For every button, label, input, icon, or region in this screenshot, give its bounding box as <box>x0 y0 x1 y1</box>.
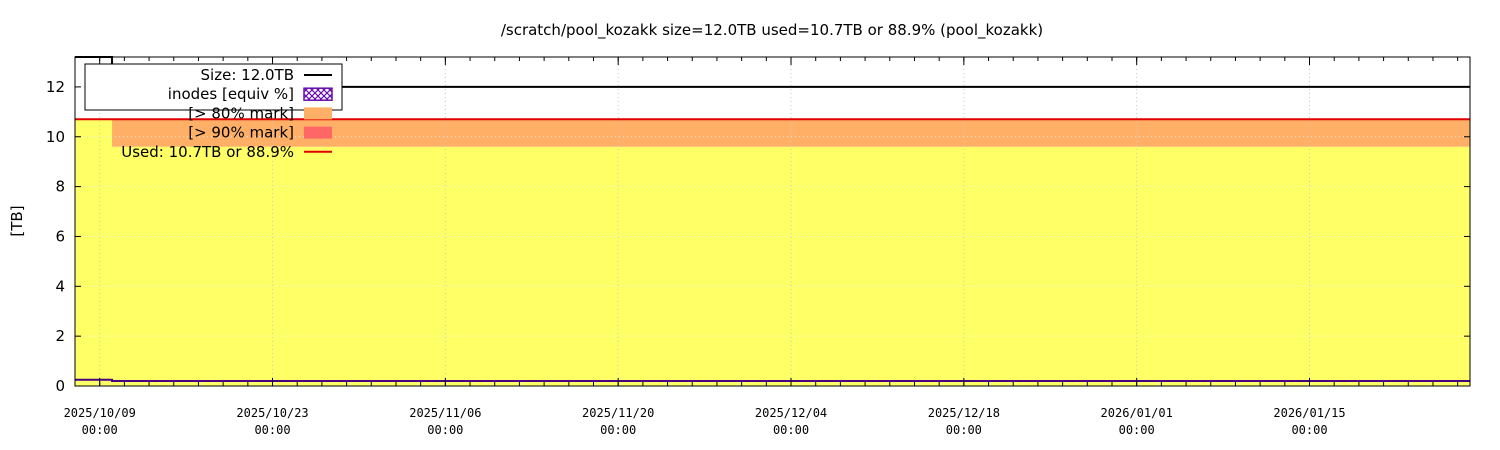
y-tick-label: 2 <box>55 327 65 345</box>
y-tick-label: 12 <box>46 78 65 96</box>
x-tick-label-date: 2025/11/20 <box>582 406 654 420</box>
y-tick-label: 6 <box>55 227 65 245</box>
legend-label: inodes [equiv %] <box>168 85 294 103</box>
y-tick-label: 0 <box>55 377 65 395</box>
legend-swatch-box <box>304 126 332 139</box>
x-tick-label-time: 00:00 <box>82 423 118 437</box>
x-tick-label-date: 2026/01/15 <box>1273 406 1345 420</box>
legend-swatch-box <box>304 107 332 120</box>
x-tick-label-date: 2025/10/23 <box>236 406 308 420</box>
x-tick-label-date: 2026/01/01 <box>1101 406 1173 420</box>
y-tick-label: 8 <box>55 178 65 196</box>
legend-swatch-hatch <box>303 87 333 101</box>
legend-label: Size: 12.0TB <box>201 66 294 84</box>
legend-label: [> 80% mark] <box>188 104 294 122</box>
legend-box <box>84 63 343 111</box>
x-tick-label-date: 2025/10/09 <box>64 406 136 420</box>
chart-title: /scratch/pool_kozakk size=12.0TB used=10… <box>501 21 1043 40</box>
x-tick-label-time: 00:00 <box>254 423 290 437</box>
axes: 0 2 4 6 8 10 12 2025/10/09 00:00 2025/10/23 00:00 2… <box>46 56 1471 437</box>
x-tick-label-date: 2025/11/06 <box>409 406 481 420</box>
plot-frame <box>74 56 1471 387</box>
used-area <box>75 119 1470 386</box>
x-tick-label-time: 00:00 <box>427 423 463 437</box>
y-tick-label: 10 <box>46 128 65 146</box>
plot-area <box>75 56 1470 387</box>
y-axis-label: [TB] <box>8 205 26 236</box>
over-80-band <box>75 119 1470 147</box>
x-tick-label-time: 00:00 <box>1119 423 1155 437</box>
x-tick-label-time: 00:00 <box>1291 423 1327 437</box>
legend-label: Used: 10.7TB or 88.9% <box>121 143 294 161</box>
x-tick-label-time: 00:00 <box>773 423 809 437</box>
y-tick-label: 4 <box>55 277 65 295</box>
x-tick-label-date: 2025/12/04 <box>755 406 827 420</box>
x-tick-label-time: 00:00 <box>600 423 636 437</box>
x-tick-label-time: 00:00 <box>946 423 982 437</box>
x-tick-label-date: 2025/12/18 <box>928 406 1000 420</box>
legend-label: [> 90% mark] <box>188 124 294 142</box>
